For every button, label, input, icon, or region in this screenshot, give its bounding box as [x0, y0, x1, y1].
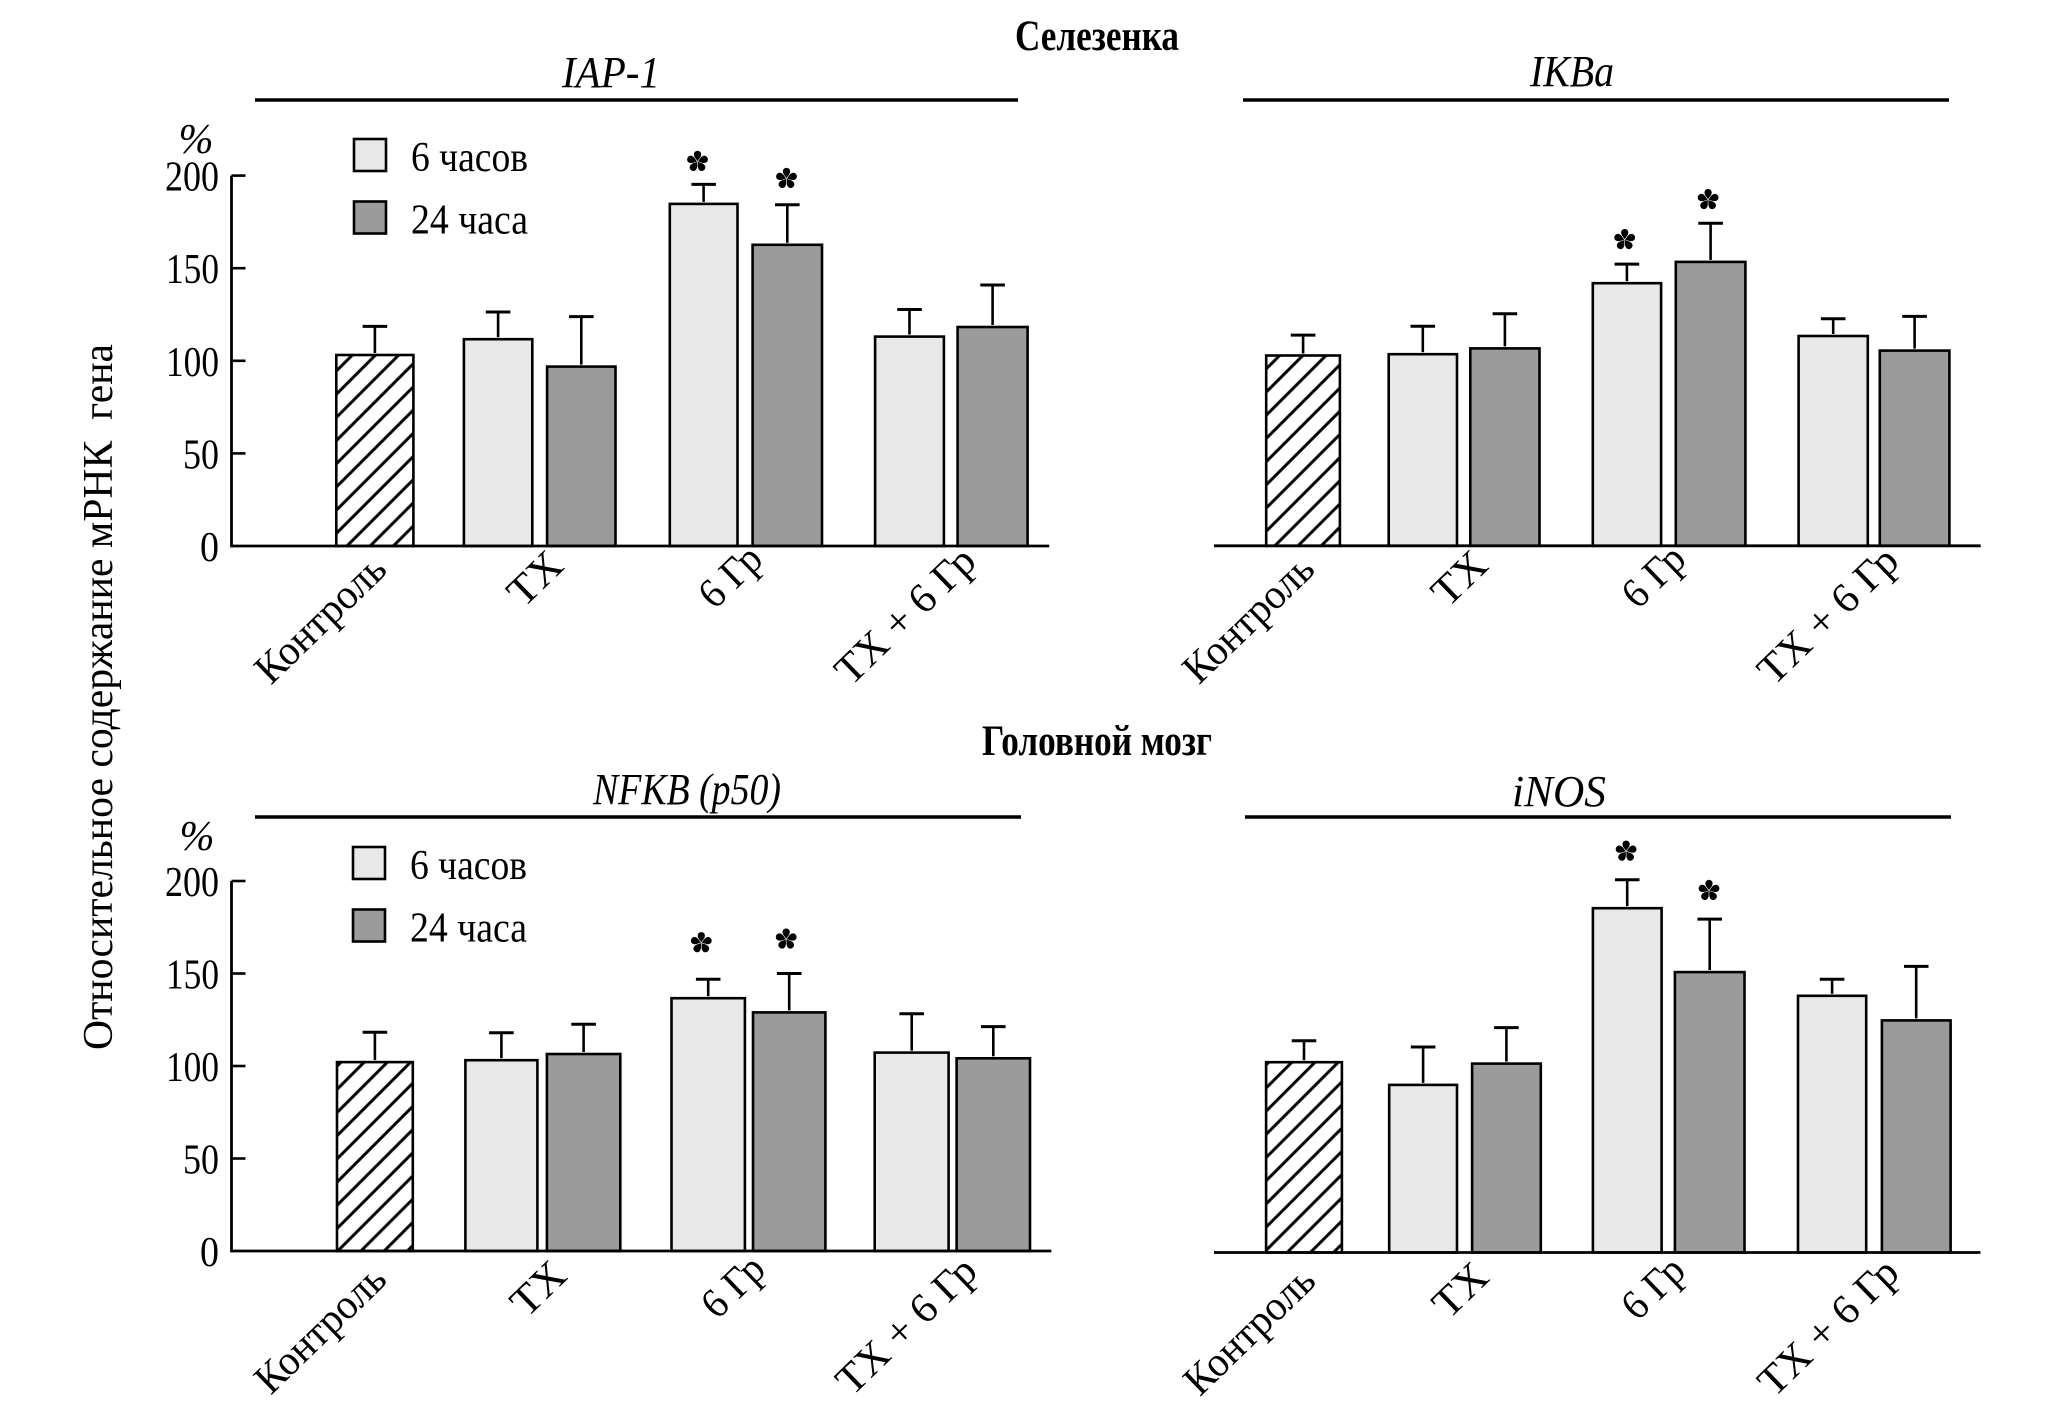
svg-text:Головной мозг: Головной мозг: [982, 718, 1212, 765]
svg-text:IKBa: IKBa: [1529, 47, 1614, 96]
svg-text:200: 200: [165, 860, 219, 906]
svg-text:100: 100: [166, 340, 219, 386]
svg-text:Относительное содержание мРНК: Относительное содержание мРНК гена: [76, 344, 122, 1050]
svg-text:6 часов: 6 часов: [410, 843, 527, 889]
svg-text:iNOS: iNOS: [1512, 767, 1606, 816]
svg-text:150: 150: [166, 953, 219, 999]
svg-text:24 часа: 24 часа: [410, 906, 527, 952]
svg-text:%: %: [180, 814, 215, 860]
svg-text:Селезенка: Селезенка: [1015, 13, 1179, 60]
svg-text:150: 150: [166, 247, 219, 293]
svg-text:24 часа: 24 часа: [411, 198, 528, 244]
svg-text:IAP-1: IAP-1: [561, 48, 660, 97]
svg-text:6 часов: 6 часов: [411, 135, 528, 181]
svg-text:50: 50: [183, 432, 219, 478]
svg-text:0: 0: [200, 525, 219, 571]
svg-text:100: 100: [166, 1045, 219, 1091]
svg-text:%: %: [179, 117, 214, 163]
svg-text:50: 50: [183, 1138, 219, 1184]
svg-text:0: 0: [200, 1230, 219, 1276]
svg-text:200: 200: [165, 155, 219, 201]
svg-text:NFKB (p50): NFKB (p50): [592, 765, 781, 814]
